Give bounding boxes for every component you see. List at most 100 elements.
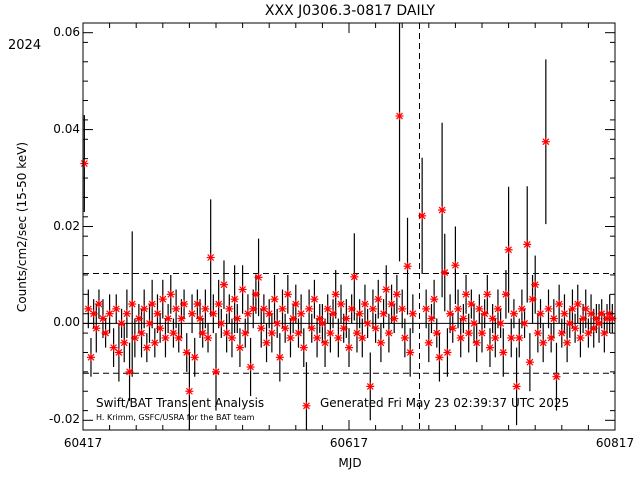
- data-point: [174, 333, 183, 342]
- data-point-stroke: [478, 329, 486, 337]
- data-point-stroke: [305, 305, 313, 313]
- data-point-stroke: [148, 300, 156, 308]
- data-point: [478, 329, 486, 338]
- data-point: [520, 319, 529, 328]
- data-point-stroke: [225, 305, 233, 313]
- data-point-stroke: [80, 160, 88, 167]
- data-point-stroke: [244, 310, 252, 318]
- data-point-stroke: [473, 339, 481, 347]
- data-point-stroke: [276, 353, 284, 361]
- data-point-stroke: [592, 315, 600, 322]
- data-point-stroke: [539, 339, 547, 347]
- data-point: [493, 304, 502, 313]
- data-point-stroke: [138, 329, 145, 337]
- data-point: [230, 295, 239, 304]
- data-point: [366, 382, 375, 391]
- data-point: [219, 280, 228, 289]
- data-point-stroke: [156, 324, 164, 332]
- data-point: [241, 329, 250, 338]
- data-point-stroke: [159, 295, 167, 303]
- data-point: [549, 314, 558, 323]
- data-point-stroke: [241, 329, 249, 337]
- data-point: [350, 272, 359, 281]
- data-point: [424, 338, 433, 347]
- data-point-stroke: [353, 329, 361, 337]
- data-point-stroke: [310, 295, 318, 303]
- data-point-stroke: [201, 305, 209, 313]
- data-point: [454, 304, 463, 313]
- data-point: [472, 338, 481, 347]
- data-point-stroke: [297, 310, 305, 318]
- data-point-stroke: [598, 310, 606, 318]
- data-point-stroke: [204, 334, 212, 342]
- footer-left-text: Swift/BAT Transient Analysis: [96, 396, 265, 410]
- data-point-stroke: [579, 315, 587, 322]
- data-point-stroke: [249, 305, 257, 313]
- data-point: [376, 338, 385, 347]
- data-point: [568, 304, 577, 313]
- data-point-stroke: [303, 402, 310, 410]
- data-point: [451, 261, 460, 270]
- data-point: [137, 329, 146, 338]
- data-point-stroke: [112, 305, 120, 313]
- data-point-stroke: [84, 305, 92, 313]
- data-point-stroke: [263, 339, 270, 347]
- data-point: [112, 304, 121, 313]
- data-point: [459, 314, 468, 323]
- data-point: [120, 338, 129, 347]
- data-point: [563, 338, 572, 347]
- data-point-stroke: [481, 310, 489, 318]
- data-point-stroke: [118, 319, 125, 327]
- data-point: [499, 348, 508, 357]
- data-point-stroke: [92, 324, 100, 332]
- data-point: [222, 329, 231, 338]
- data-point: [190, 353, 199, 362]
- data-point-stroke: [502, 290, 510, 298]
- data-point-stroke: [233, 315, 241, 322]
- data-point: [475, 304, 484, 313]
- data-point: [283, 290, 292, 299]
- data-point: [238, 285, 247, 294]
- data-point-stroke: [433, 329, 441, 337]
- data-point: [406, 348, 415, 357]
- data-point-stroke: [470, 319, 478, 327]
- plot-frame: [82, 22, 616, 431]
- data-point-stroke: [494, 305, 502, 313]
- data-point: [125, 367, 134, 376]
- data-point-stroke: [177, 315, 185, 322]
- y-tick-label: -0.02: [48, 412, 80, 427]
- data-point-stroke: [563, 339, 571, 347]
- data-point-stroke: [120, 339, 128, 347]
- data-point-stroke: [154, 310, 161, 318]
- data-point: [347, 304, 356, 313]
- data-point-stroke: [223, 329, 231, 337]
- footer-right-text: Generated Fri May 23 02:39:37 UTC 2025: [320, 396, 570, 410]
- data-point-stroke: [271, 295, 278, 303]
- y-tick-label: 0.04: [53, 121, 80, 136]
- data-point: [164, 314, 173, 323]
- data-point: [326, 329, 335, 338]
- data-point-stroke: [172, 305, 180, 313]
- data-point-stroke: [457, 334, 465, 342]
- data-point-stroke: [95, 300, 103, 308]
- data-point-stroke: [257, 324, 265, 332]
- data-point: [251, 290, 260, 299]
- data-point: [128, 300, 137, 309]
- data-point: [528, 295, 537, 304]
- data-point-stroke: [135, 315, 143, 322]
- data-point-stroke: [537, 310, 544, 318]
- data-point-stroke: [531, 281, 539, 289]
- data-point-stroke: [170, 329, 177, 337]
- data-point-stroke: [273, 319, 281, 327]
- data-point-stroke: [281, 324, 289, 332]
- data-point: [180, 300, 189, 309]
- data-point: [509, 309, 518, 318]
- data-point: [371, 324, 380, 333]
- data-point-stroke: [422, 305, 430, 313]
- data-point: [523, 240, 532, 249]
- data-point: [246, 363, 255, 372]
- data-point: [259, 304, 268, 313]
- data-point-stroke: [459, 315, 467, 322]
- data-point: [438, 206, 447, 215]
